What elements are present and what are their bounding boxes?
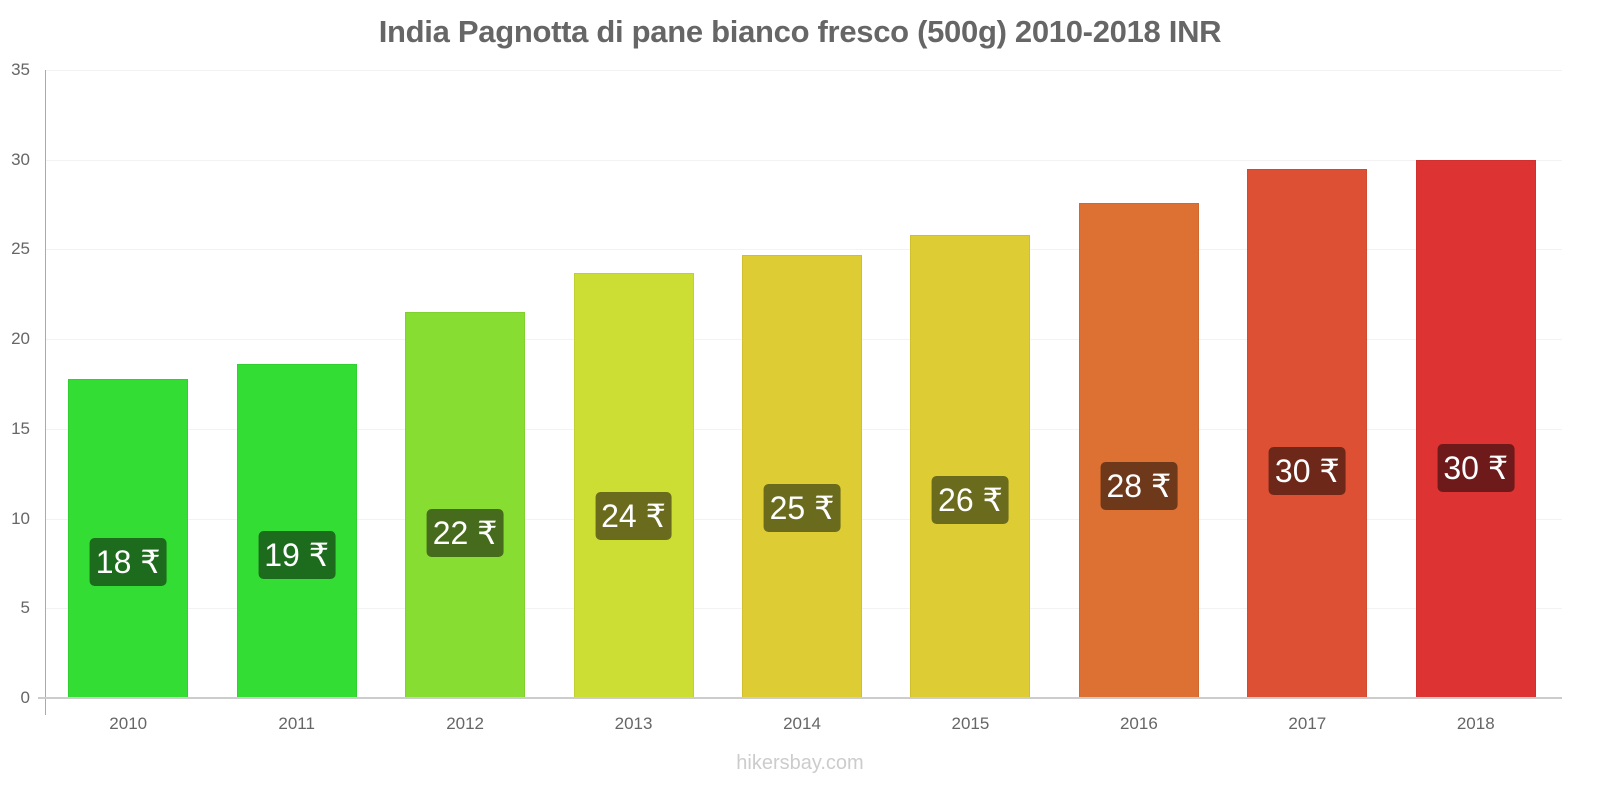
bar-2012[interactable]: 22 ₹ [405,312,526,698]
y-tick-label: 5 [20,598,30,618]
y-tick-label: 10 [11,508,30,528]
x-tick-label: 2016 [1119,714,1158,733]
bar-2017[interactable]: 30 ₹ [1247,168,1368,698]
gridline [46,159,1562,161]
x-axis-line [38,697,1562,699]
bar-value-label: 18 ₹ [89,537,167,586]
y-axis-line [45,70,46,715]
bar-2015[interactable]: 26 ₹ [910,235,1031,698]
plot-area: 18 ₹ 19 ₹ 22 ₹ 24 ₹ 25 ₹ 26 ₹ 28 ₹ 30 ₹ 30 ₹ [46,70,1562,698]
bar-2011[interactable]: 19 ₹ [236,364,357,698]
bar-value-label: 30 ₹ [1437,443,1515,492]
x-tick-label: 2015 [951,714,990,733]
bar-value-label: 26 ₹ [932,475,1009,524]
x-tick-label: 2017 [1288,714,1327,733]
y-tick-label: 30 [11,149,30,169]
bar-2013[interactable]: 24 ₹ [573,272,694,698]
y-tick-label: 35 [11,60,30,79]
bar-2010[interactable]: 18 ₹ [68,378,189,698]
watermark: hikersbay.com [736,752,864,774]
bar-2018[interactable]: 30 ₹ [1415,159,1536,698]
gridline [46,249,1562,251]
bar-2014[interactable]: 25 ₹ [742,254,862,698]
y-tick-label: 20 [11,329,30,349]
gridline [46,70,1562,71]
y-tick-label: 0 [20,688,30,707]
bar-value-label: 28 ₹ [1100,462,1178,511]
bar-2016[interactable]: 28 ₹ [1078,202,1199,698]
y-tick-label: 15 [11,418,30,438]
y-tick-label: 25 [11,239,30,259]
bar-value-label: 24 ₹ [595,492,672,541]
x-tick-label: 2018 [1456,714,1495,733]
chart-title: India Pagnotta di pane bianco fresco (50… [378,14,1222,49]
bar-value-label: 19 ₹ [258,531,336,580]
x-tick-label: 2011 [278,714,315,733]
x-tick-label: 2010 [109,714,148,733]
bar-value-label: 30 ₹ [1268,447,1346,496]
x-tick-label: 2012 [446,714,485,733]
x-tick-label: 2014 [783,714,821,733]
bar-value-label: 22 ₹ [426,509,504,558]
x-tick-label: 2013 [614,714,653,733]
bar-value-label: 25 ₹ [763,484,841,533]
